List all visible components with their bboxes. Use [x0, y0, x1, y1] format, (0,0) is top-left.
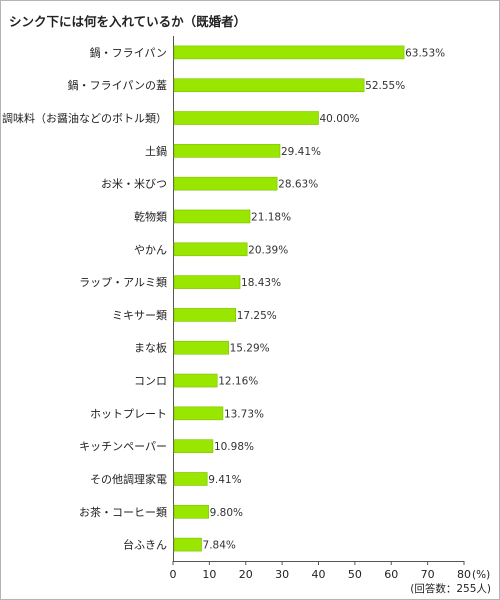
bar — [173, 144, 281, 158]
bar — [173, 504, 209, 519]
bar — [173, 472, 208, 486]
category-label: ホットプレート — [90, 407, 167, 420]
category-label: その他調理家電 — [90, 472, 167, 486]
value-label: 9.41% — [208, 474, 241, 486]
bar — [173, 78, 365, 93]
bar — [173, 242, 248, 257]
value-label: 40.00% — [320, 113, 360, 125]
bar — [173, 111, 319, 125]
category-label: キッチンペーパー — [79, 440, 167, 453]
x-tick-label: 50 — [348, 568, 362, 581]
category-label: ミキサー類 — [112, 309, 167, 322]
category-label: ラップ・アルミ類 — [79, 276, 167, 289]
value-label: 63.53% — [405, 47, 445, 59]
value-label: 18.43% — [241, 277, 281, 289]
respondents-note: (回答数：255人) — [410, 582, 491, 595]
x-axis-unit: (%) — [472, 569, 490, 581]
category-label: まな板 — [134, 341, 167, 355]
x-tick-label: 0 — [170, 568, 177, 581]
bar — [173, 176, 278, 191]
value-label: 10.98% — [214, 441, 254, 453]
x-tick-label: 10 — [202, 568, 216, 581]
category-label: 土鍋 — [145, 144, 167, 158]
x-tick-label: 80 — [457, 568, 471, 581]
bar — [173, 45, 405, 60]
category-label: コンロ — [134, 375, 167, 388]
bar — [173, 209, 251, 224]
value-label: 7.84% — [203, 540, 236, 552]
bar — [173, 373, 218, 388]
x-tick-label: 20 — [239, 568, 253, 581]
value-label: 29.41% — [281, 146, 321, 158]
x-tick-label: 40 — [312, 568, 326, 581]
bar — [173, 275, 241, 289]
category-label: 調味料（お醤油などのボトル類） — [2, 111, 167, 125]
chart-title: シンク下には何を入れているか（既婚者） — [9, 14, 247, 29]
category-label: 鍋・フライパンの蓋 — [68, 78, 167, 92]
bar — [173, 406, 224, 421]
value-label: 12.16% — [218, 376, 258, 388]
category-label: やかん — [134, 243, 167, 256]
category-label: 乾物類 — [134, 209, 167, 223]
category-label: 台ふきん — [123, 538, 167, 552]
bar — [173, 439, 214, 453]
x-tick-label: 60 — [384, 568, 398, 581]
value-label: 15.29% — [230, 343, 270, 355]
category-label: 鍋・フライパン — [90, 45, 167, 59]
value-label: 13.73% — [224, 408, 264, 420]
value-label: 9.80% — [210, 507, 243, 519]
bar — [173, 537, 202, 552]
x-tick-label: 30 — [275, 568, 289, 581]
x-tick-label: 70 — [421, 568, 435, 581]
bar — [173, 340, 229, 355]
value-label: 28.63% — [278, 179, 318, 191]
value-label: 17.25% — [237, 310, 277, 322]
category-label: お茶・コーヒー類 — [79, 506, 167, 519]
value-label: 52.55% — [365, 80, 405, 92]
value-label: 21.18% — [251, 211, 291, 223]
bar — [173, 308, 237, 322]
category-label: お米・米びつ — [101, 178, 167, 191]
value-label: 20.39% — [248, 244, 288, 256]
